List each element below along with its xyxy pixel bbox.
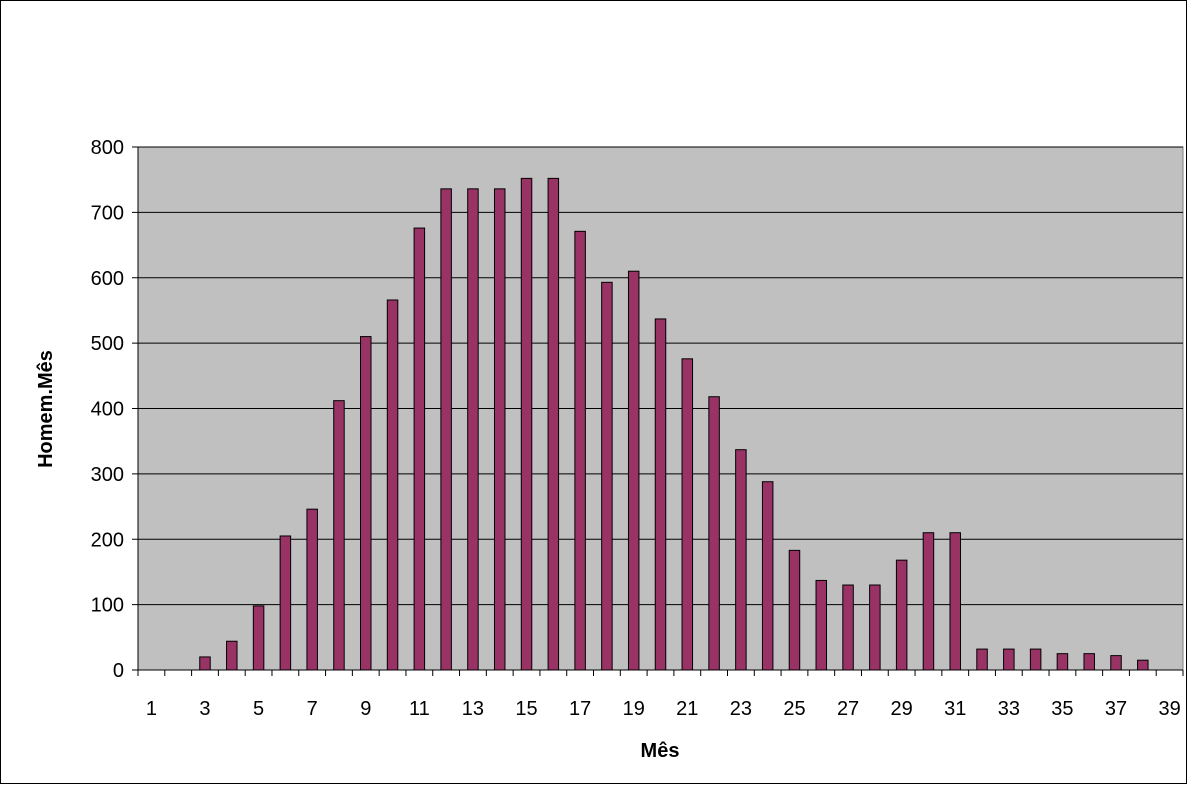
bar-9 [360,336,372,671]
y-tick-labels: 0 100 200 300 400 500 600 700 800 [91,137,124,682]
bar-20 [654,318,667,671]
bar-4 [226,640,238,671]
x-tick-label: 17 [569,698,591,720]
bar-33 [1003,648,1015,671]
bar-6 [279,535,292,671]
bar-24 [761,481,774,671]
bar-15 [520,177,533,671]
x-tick-label: 29 [891,698,913,720]
bar-18 [601,281,613,671]
y-tick-label: 400 [91,399,124,421]
bar-22 [708,396,720,671]
bar-16 [547,177,560,671]
bar-28 [869,584,881,671]
bar-17 [574,230,586,671]
x-tick-label: 11 [409,698,430,720]
bar-32 [976,648,988,671]
bar-30 [922,532,935,671]
bars [199,177,1149,671]
x-tick-label: 27 [837,698,859,720]
bar-21 [681,358,694,671]
x-tick-label: 25 [783,698,805,720]
bar-38 [1137,659,1149,671]
bar-11 [413,227,426,671]
bar-36 [1083,653,1095,671]
x-tick-label: 15 [515,698,537,720]
bar-5 [252,605,265,671]
bar-34 [1029,648,1042,671]
bar-14 [493,188,506,671]
y-tick-label: 600 [91,268,124,290]
x-tick-label: 23 [730,698,752,720]
bar-27 [842,584,854,671]
x-tick-label: 13 [462,698,484,720]
x-tick-label: 21 [676,698,698,720]
y-tick-label: 500 [91,333,124,355]
x-tick-label: 37 [1105,698,1127,720]
bar-10 [386,299,399,671]
bar-8 [333,400,345,671]
y-tick-label: 100 [91,595,124,617]
bar-31 [949,532,961,671]
x-tick-label: 35 [1051,698,1073,720]
bar-3 [199,656,211,671]
x-tick-labels: 1 3 5 7 9 11 13 15 17 19 21 23 25 27 29 31 33 35 37 39 [146,698,1181,720]
x-axis-title: Mês [641,740,680,762]
x-tick-label: 19 [623,698,645,720]
bar-23 [735,449,747,671]
bar-12 [440,188,452,671]
bar-25 [788,549,801,671]
bar-19 [627,270,640,671]
x-tick-label: 5 [253,698,264,720]
x-tick-label: 9 [360,698,371,720]
y-tick-label: 700 [91,202,124,224]
bar-37 [1110,655,1122,671]
x-tick-label: 1 [146,698,157,720]
y-tick-label: 0 [113,660,124,682]
bar-7 [306,508,318,671]
y-axis-title: Homem.Mês [35,350,57,468]
bar-35 [1056,653,1069,671]
bar-26 [815,579,828,671]
x-tick-label: 31 [944,698,966,720]
y-tick-label: 800 [91,137,124,159]
y-tick-label: 300 [91,464,124,486]
y-tick-label: 200 [91,529,124,551]
x-tick-label: 3 [199,698,210,720]
bar-13 [467,188,479,671]
x-tick-label: 33 [998,698,1020,720]
x-tick-label: 39 [1158,698,1180,720]
axes [132,146,1184,676]
x-tick-label: 7 [307,698,318,720]
bar-29 [895,559,908,671]
